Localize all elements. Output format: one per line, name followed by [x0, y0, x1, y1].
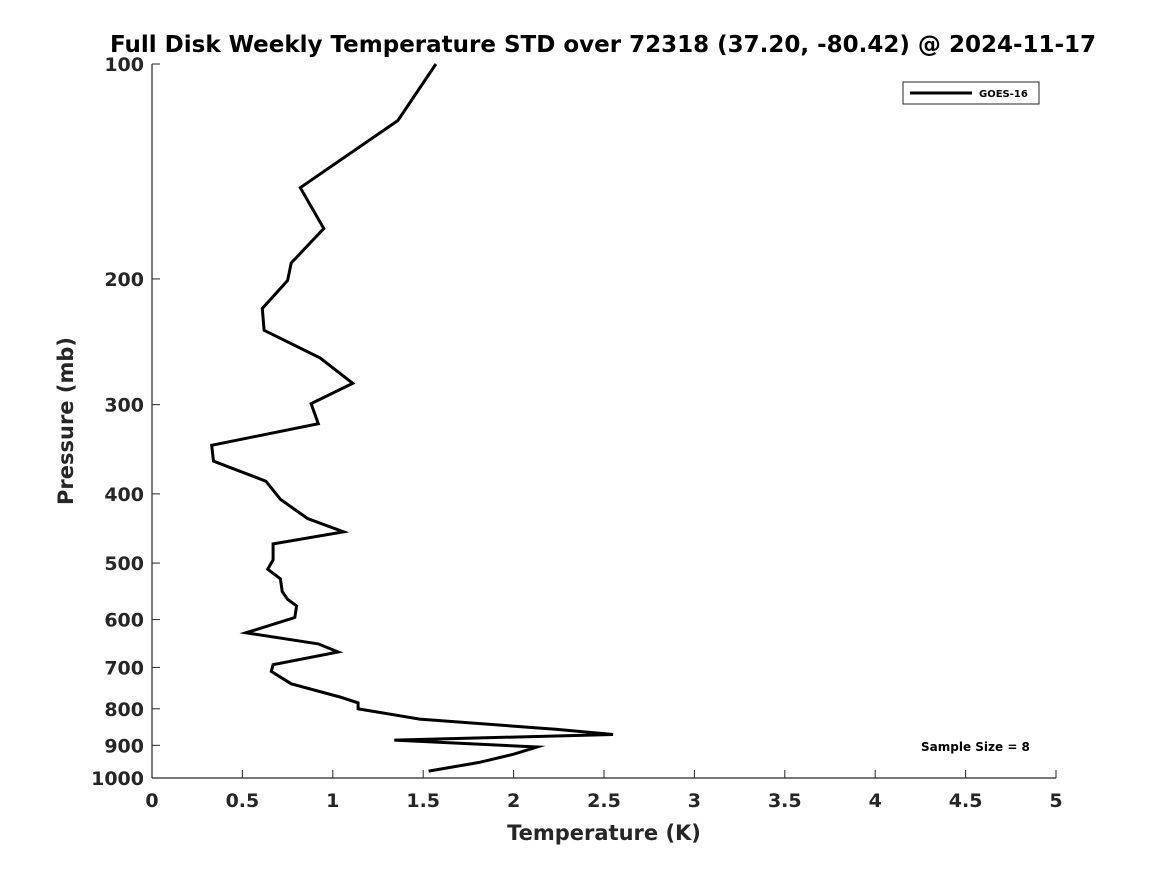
x-tick-label: 0.5 — [226, 790, 260, 812]
x-tick-label: 3 — [688, 790, 701, 812]
y-tick-label: 100 — [104, 54, 144, 76]
y-tick-label: 800 — [104, 699, 144, 721]
x-tick-label: 1 — [326, 790, 339, 812]
y-tick-label: 500 — [104, 553, 144, 575]
series-line-goes-16 — [210, 63, 614, 773]
x-tick-label: 3.5 — [768, 790, 802, 812]
x-tick-label: 2.5 — [587, 790, 621, 812]
x-tick-label: 1.5 — [406, 790, 440, 812]
y-tick-label: 1000 — [91, 768, 144, 790]
y-tick-label: 700 — [104, 657, 144, 679]
series-layer — [210, 63, 614, 773]
y-tick-label: 900 — [104, 735, 144, 757]
chart-title: Full Disk Weekly Temperature STD over 72… — [110, 32, 1096, 58]
y-axis-label: Pressure (mb) — [54, 337, 78, 505]
legend: GOES-16 — [902, 81, 1040, 105]
x-tick-label: 4 — [869, 790, 882, 812]
axes — [151, 64, 1056, 779]
legend-entry-label: GOES-16 — [979, 89, 1028, 100]
x-tick-label: 4.5 — [949, 790, 983, 812]
y-tick-label: 300 — [104, 395, 144, 417]
x-tick-label: 5 — [1049, 790, 1062, 812]
x-tick-label: 0 — [145, 790, 158, 812]
sample-size-annotation: Sample Size = 8 — [921, 740, 1030, 754]
x-axis-label: Temperature (K) — [507, 821, 701, 845]
x-tick-label: 2 — [507, 790, 520, 812]
y-tick-label: 400 — [104, 484, 144, 506]
y-tick-label: 200 — [104, 269, 144, 291]
y-tick-label: 600 — [104, 610, 144, 632]
y-axis-ticks: 100 200 300 400 500 600 700 800 900 1000 — [91, 54, 160, 790]
x-axis-ticks: 0 0.5 1 1.5 2 2.5 3 3.5 4 4.5 5 — [145, 770, 1063, 812]
